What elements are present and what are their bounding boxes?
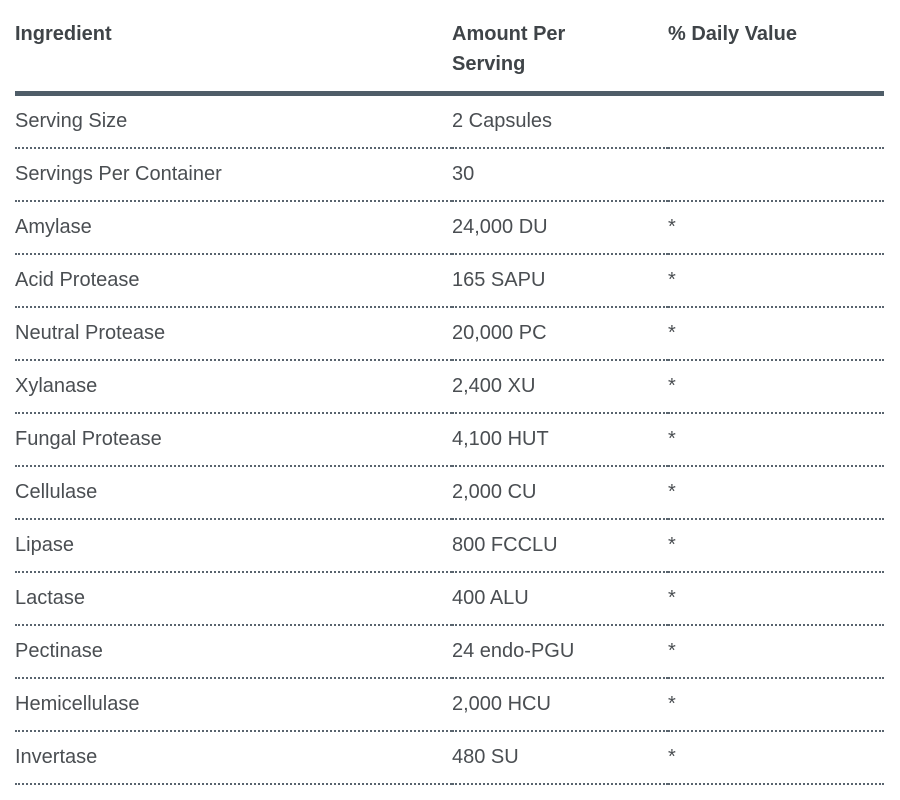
ingredient-cell: Invertase (15, 731, 452, 785)
ingredient-cell: Neutral Protease (15, 307, 452, 361)
amount-cell: 800 FCCLU (452, 519, 668, 573)
ingredient-cell: Servings Per Container (15, 148, 452, 202)
daily-value-cell: * (668, 254, 884, 308)
daily-value-cell: * (668, 201, 884, 255)
table-row: Amylase 24,000 DU * (15, 201, 884, 255)
column-header-daily-value: % Daily Value (668, 0, 884, 96)
table-row: Xylanase 2,400 XU * (15, 360, 884, 414)
daily-value-cell: * (668, 731, 884, 785)
ingredient-cell: Serving Size (15, 93, 452, 149)
daily-value-cell: * (668, 519, 884, 573)
amount-cell: 2,000 CU (452, 466, 668, 520)
daily-value-cell: * (668, 413, 884, 467)
ingredient-cell: Lipase (15, 519, 452, 573)
amount-cell: 2 Capsules (452, 93, 668, 149)
amount-cell: 165 SAPU (452, 254, 668, 308)
amount-cell: 2,400 XU (452, 360, 668, 414)
daily-value-cell: * (668, 466, 884, 520)
daily-value-cell (668, 93, 884, 149)
daily-value-cell: * (668, 572, 884, 626)
daily-value-cell: * (668, 307, 884, 361)
amount-cell: 400 ALU (452, 572, 668, 626)
column-header-amount-per-serving: Amount Per Serving (452, 0, 668, 96)
daily-value-cell: * (668, 625, 884, 679)
amount-cell: 30 (452, 148, 668, 202)
table-row: Invertase 480 SU * (15, 731, 884, 785)
ingredient-cell: Hemicellulase (15, 678, 452, 732)
amount-cell: 20,000 PC (452, 307, 668, 361)
amount-cell: 4,100 HUT (452, 413, 668, 467)
table-row: Servings Per Container 30 (15, 148, 884, 202)
ingredient-cell: Lactase (15, 572, 452, 626)
header-row: Ingredient Amount Per Serving % Daily Va… (15, 0, 884, 96)
table-row: Cellulase 2,000 CU * (15, 466, 884, 520)
ingredient-cell: Pectinase (15, 625, 452, 679)
supplement-facts-table: Ingredient Amount Per Serving % Daily Va… (15, 0, 884, 785)
amount-cell: 24 endo-PGU (452, 625, 668, 679)
ingredient-cell: Acid Protease (15, 254, 452, 308)
table-row: Serving Size 2 Capsules (15, 93, 884, 149)
amount-cell: 2,000 HCU (452, 678, 668, 732)
ingredient-cell: Amylase (15, 201, 452, 255)
amount-cell: 480 SU (452, 731, 668, 785)
table-row: Lactase 400 ALU * (15, 572, 884, 626)
table-row: Lipase 800 FCCLU * (15, 519, 884, 573)
table-row: Acid Protease 165 SAPU * (15, 254, 884, 308)
table-row: Neutral Protease 20,000 PC * (15, 307, 884, 361)
column-header-ingredient: Ingredient (15, 0, 452, 96)
amount-cell: 24,000 DU (452, 201, 668, 255)
ingredient-cell: Cellulase (15, 466, 452, 520)
table-row: Pectinase 24 endo-PGU * (15, 625, 884, 679)
table-row: Hemicellulase 2,000 HCU * (15, 678, 884, 732)
daily-value-cell: * (668, 360, 884, 414)
daily-value-cell (668, 148, 884, 202)
ingredient-cell: Fungal Protease (15, 413, 452, 467)
ingredient-cell: Xylanase (15, 360, 452, 414)
daily-value-cell: * (668, 678, 884, 732)
table-row: Fungal Protease 4,100 HUT * (15, 413, 884, 467)
